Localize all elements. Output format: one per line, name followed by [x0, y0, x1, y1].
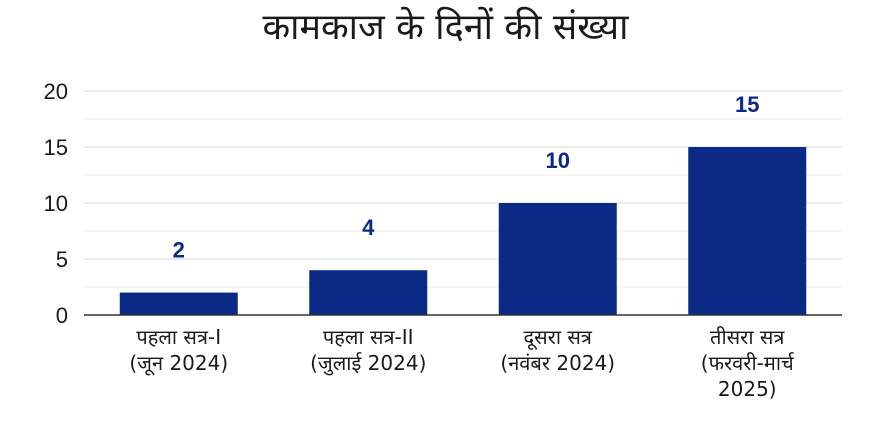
y-tick-label: 0 [56, 303, 68, 328]
x-category-label-line: पहला सत्र-II [323, 325, 414, 349]
bar [119, 292, 238, 315]
data-label: 10 [546, 148, 570, 173]
x-category-label-line: तीसरा सत्र [710, 325, 785, 349]
x-category-label-line: दूसरा सत्र [524, 325, 593, 350]
x-category-label-line: (नवंबर 2024) [500, 351, 615, 375]
chart-title: कामकाज के दिनों की संख्या [262, 7, 629, 48]
x-category-label: दूसरा सत्र (नवंबर 2024) [500, 325, 615, 375]
x-category-label: तीसरा सत्र (फरवरी-मार्च 2025) [701, 325, 795, 401]
data-label: 15 [735, 92, 759, 117]
x-category-label-line: (जुलाई 2024) [310, 351, 426, 376]
x-category-label-line: पहला सत्र-I [136, 325, 221, 349]
y-tick-label: 15 [44, 135, 68, 160]
x-category-label-line: (फरवरी-मार्च [701, 351, 795, 375]
bar [498, 203, 617, 315]
data-label: 2 [173, 238, 185, 263]
bar [309, 270, 428, 315]
data-label: 4 [362, 215, 375, 240]
y-tick-label: 10 [44, 191, 68, 216]
labels: 0 5 10 15 20 2 पहला सत्र-I (जून 2024) 4 पहला सत्र… [44, 79, 795, 401]
y-tick-label: 5 [56, 247, 68, 272]
x-category-label: पहला सत्र-II (जुलाई 2024) [310, 325, 426, 376]
y-tick-label: 20 [44, 79, 68, 104]
x-category-label: पहला सत्र-I (जून 2024) [129, 325, 228, 376]
bars [119, 147, 807, 315]
x-category-label-line: 2025) [718, 377, 777, 401]
bar [688, 147, 807, 315]
x-category-label-line: (जून 2024) [129, 351, 228, 376]
